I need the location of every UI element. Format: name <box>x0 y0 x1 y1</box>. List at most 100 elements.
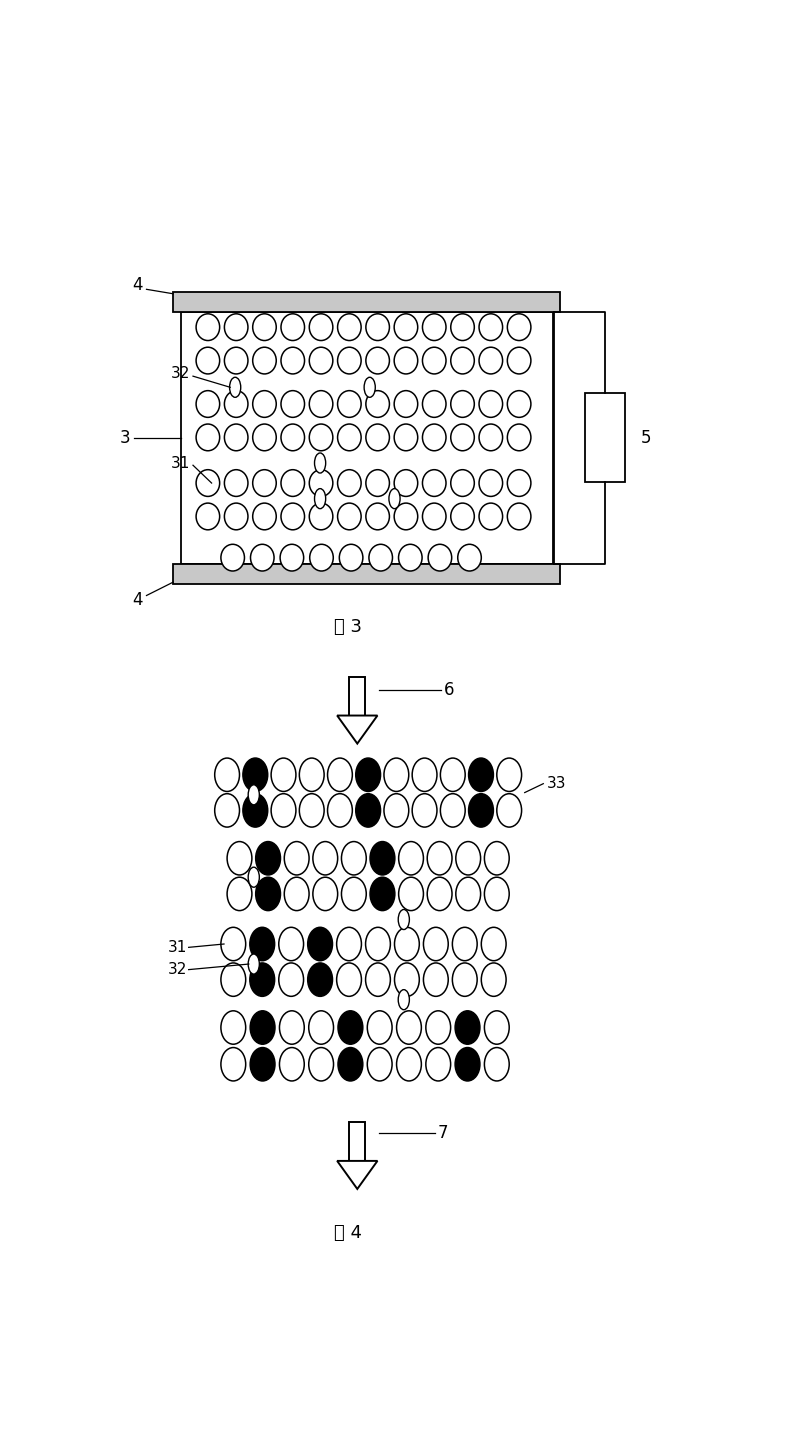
Ellipse shape <box>479 503 502 529</box>
Ellipse shape <box>253 470 276 496</box>
Ellipse shape <box>366 963 390 996</box>
Ellipse shape <box>398 544 422 571</box>
Text: 32: 32 <box>170 366 190 382</box>
Ellipse shape <box>507 424 531 451</box>
Ellipse shape <box>221 544 245 571</box>
Ellipse shape <box>394 314 418 340</box>
Bar <box>350 677 366 716</box>
Ellipse shape <box>310 544 334 571</box>
Ellipse shape <box>224 470 248 496</box>
Ellipse shape <box>196 314 220 340</box>
Ellipse shape <box>450 424 474 451</box>
Ellipse shape <box>485 878 510 911</box>
Ellipse shape <box>308 927 333 960</box>
Ellipse shape <box>485 842 510 875</box>
Ellipse shape <box>455 1047 480 1082</box>
Circle shape <box>398 910 410 930</box>
Ellipse shape <box>356 794 381 827</box>
Ellipse shape <box>412 794 437 827</box>
Ellipse shape <box>370 842 395 875</box>
Text: 3: 3 <box>119 429 130 447</box>
Ellipse shape <box>366 503 390 529</box>
Ellipse shape <box>281 314 305 340</box>
Ellipse shape <box>394 503 418 529</box>
Ellipse shape <box>221 1011 246 1044</box>
Ellipse shape <box>310 314 333 340</box>
Ellipse shape <box>423 963 448 996</box>
Ellipse shape <box>469 794 494 827</box>
Text: 32: 32 <box>167 962 187 977</box>
Ellipse shape <box>452 927 477 960</box>
Ellipse shape <box>280 544 304 571</box>
Ellipse shape <box>313 878 338 911</box>
Ellipse shape <box>224 347 248 375</box>
Ellipse shape <box>422 424 446 451</box>
Ellipse shape <box>337 927 362 960</box>
Ellipse shape <box>479 314 502 340</box>
Ellipse shape <box>250 544 274 571</box>
Ellipse shape <box>279 1047 304 1082</box>
Ellipse shape <box>221 1047 246 1082</box>
Ellipse shape <box>440 758 465 791</box>
Ellipse shape <box>227 878 252 911</box>
Ellipse shape <box>338 1047 363 1082</box>
Text: 31: 31 <box>167 940 187 954</box>
Ellipse shape <box>426 1047 450 1082</box>
Ellipse shape <box>310 347 333 375</box>
Ellipse shape <box>250 1047 275 1082</box>
Ellipse shape <box>327 794 352 827</box>
Text: 33: 33 <box>546 777 566 791</box>
Ellipse shape <box>384 794 409 827</box>
Ellipse shape <box>507 347 531 375</box>
Ellipse shape <box>479 390 502 418</box>
Ellipse shape <box>253 390 276 418</box>
Ellipse shape <box>428 544 452 571</box>
Ellipse shape <box>224 503 248 529</box>
Ellipse shape <box>309 1011 334 1044</box>
Ellipse shape <box>327 758 352 791</box>
Bar <box>173 292 560 311</box>
Ellipse shape <box>310 503 333 529</box>
Ellipse shape <box>450 314 474 340</box>
Circle shape <box>364 377 375 398</box>
Ellipse shape <box>485 1047 510 1082</box>
Ellipse shape <box>342 842 366 875</box>
Circle shape <box>248 785 259 805</box>
Circle shape <box>389 489 400 509</box>
Ellipse shape <box>507 314 531 340</box>
Ellipse shape <box>339 544 363 571</box>
Text: 6: 6 <box>444 681 454 700</box>
Bar <box>173 564 560 584</box>
Ellipse shape <box>224 424 248 451</box>
Bar <box>350 1122 366 1161</box>
Ellipse shape <box>356 758 381 791</box>
Ellipse shape <box>299 794 324 827</box>
Ellipse shape <box>497 758 522 791</box>
Ellipse shape <box>281 347 305 375</box>
Ellipse shape <box>281 470 305 496</box>
Ellipse shape <box>366 424 390 451</box>
Text: 7: 7 <box>438 1125 449 1142</box>
Ellipse shape <box>370 878 395 911</box>
Ellipse shape <box>479 424 502 451</box>
Ellipse shape <box>310 424 333 451</box>
Ellipse shape <box>422 470 446 496</box>
Text: 4: 4 <box>132 276 142 294</box>
Polygon shape <box>337 1161 378 1189</box>
Ellipse shape <box>338 1011 363 1044</box>
Ellipse shape <box>427 842 452 875</box>
Ellipse shape <box>250 963 274 996</box>
Ellipse shape <box>338 390 361 418</box>
Ellipse shape <box>338 424 361 451</box>
Ellipse shape <box>214 758 239 791</box>
Ellipse shape <box>422 347 446 375</box>
Text: 图 3: 图 3 <box>334 617 362 636</box>
Ellipse shape <box>309 1047 334 1082</box>
Ellipse shape <box>367 1047 392 1082</box>
Ellipse shape <box>279 1011 304 1044</box>
Ellipse shape <box>337 963 362 996</box>
Ellipse shape <box>196 390 220 418</box>
Ellipse shape <box>224 390 248 418</box>
Ellipse shape <box>313 842 338 875</box>
Circle shape <box>398 989 410 1009</box>
